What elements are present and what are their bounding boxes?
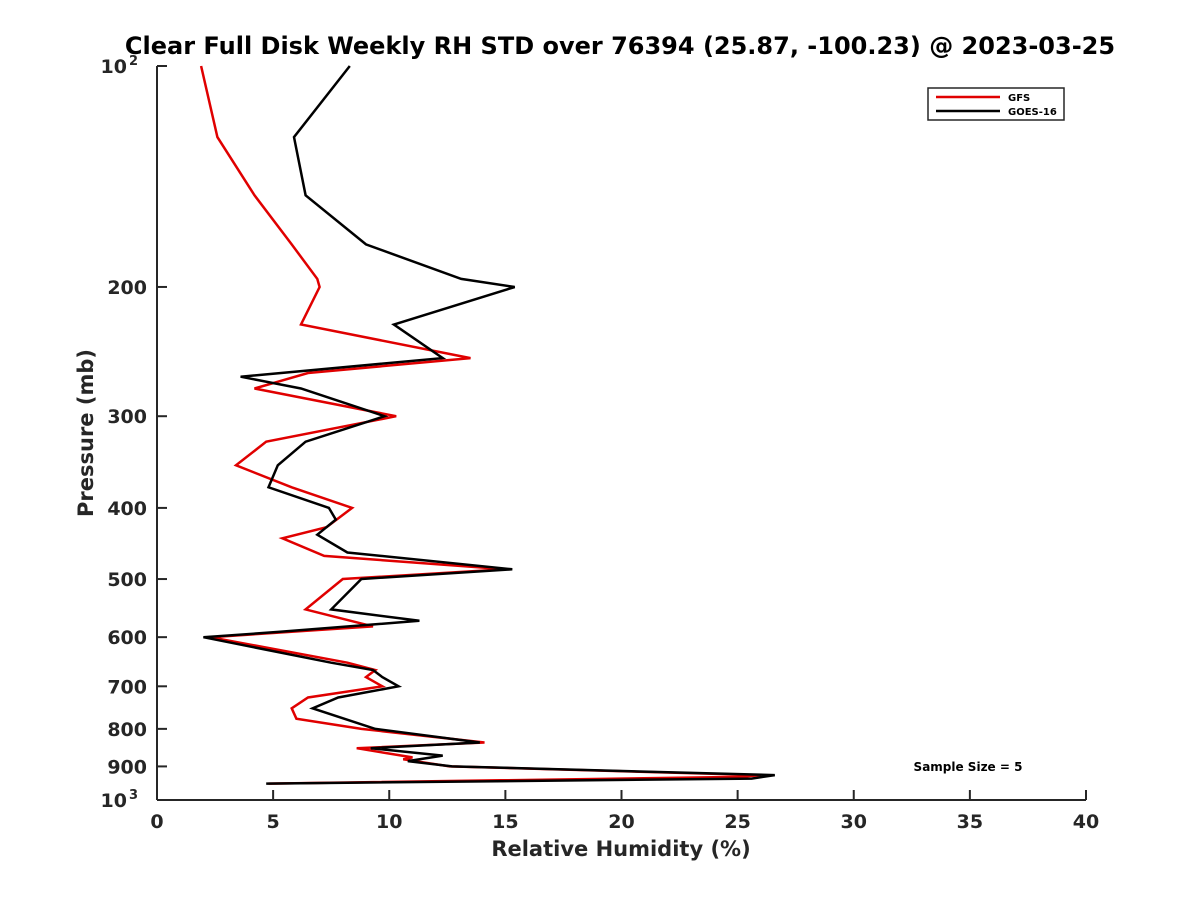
sample-size-annotation: Sample Size = 5 [914, 760, 1023, 774]
plot-area [156, 65, 1086, 801]
y-tick-label: 600 [107, 627, 147, 649]
x-axis-label: Relative Humidity (%) [491, 837, 750, 861]
y-axis-label: Pressure (mb) [74, 349, 98, 517]
legend-label-gfs: GFS [1008, 93, 1030, 104]
x-axis-ticks: 0 5 10 15 20 25 30 35 40 [150, 790, 1099, 833]
y-tick-label: 900 [107, 756, 147, 778]
series-line-goes16 [203, 65, 775, 785]
legend-box [927, 87, 1065, 121]
y-tick-label: 700 [107, 676, 147, 698]
x-tick-label: 5 [267, 811, 280, 833]
y-tick-label: 200 [107, 277, 147, 299]
y-tick-label: 800 [107, 719, 147, 741]
x-tick-label: 25 [724, 811, 750, 833]
y-tick-label: 300 [107, 406, 147, 428]
y-tick-label: 10 [101, 56, 127, 78]
legend-label-goes16: GOES-16 [1008, 107, 1057, 118]
chart-title: Clear Full Disk Weekly RH STD over 76394… [125, 32, 1115, 60]
legend: GFS GOES-16 [927, 87, 1065, 121]
x-tick-label: 35 [957, 811, 983, 833]
x-tick-label: 30 [841, 811, 867, 833]
x-tick-label: 40 [1073, 811, 1099, 833]
y-tick-exponent: 2 [129, 54, 138, 69]
y-tick-label: 10 [101, 790, 127, 812]
y-tick-label: 400 [107, 498, 147, 520]
x-tick-label: 10 [376, 811, 402, 833]
x-tick-label: 20 [608, 811, 634, 833]
series-lines [199, 65, 775, 785]
x-tick-label: 15 [492, 811, 518, 833]
y-tick-label: 500 [107, 569, 147, 591]
series-line-gfs [199, 65, 762, 785]
x-tick-label: 0 [150, 811, 163, 833]
y-tick-exponent: 3 [129, 788, 138, 803]
